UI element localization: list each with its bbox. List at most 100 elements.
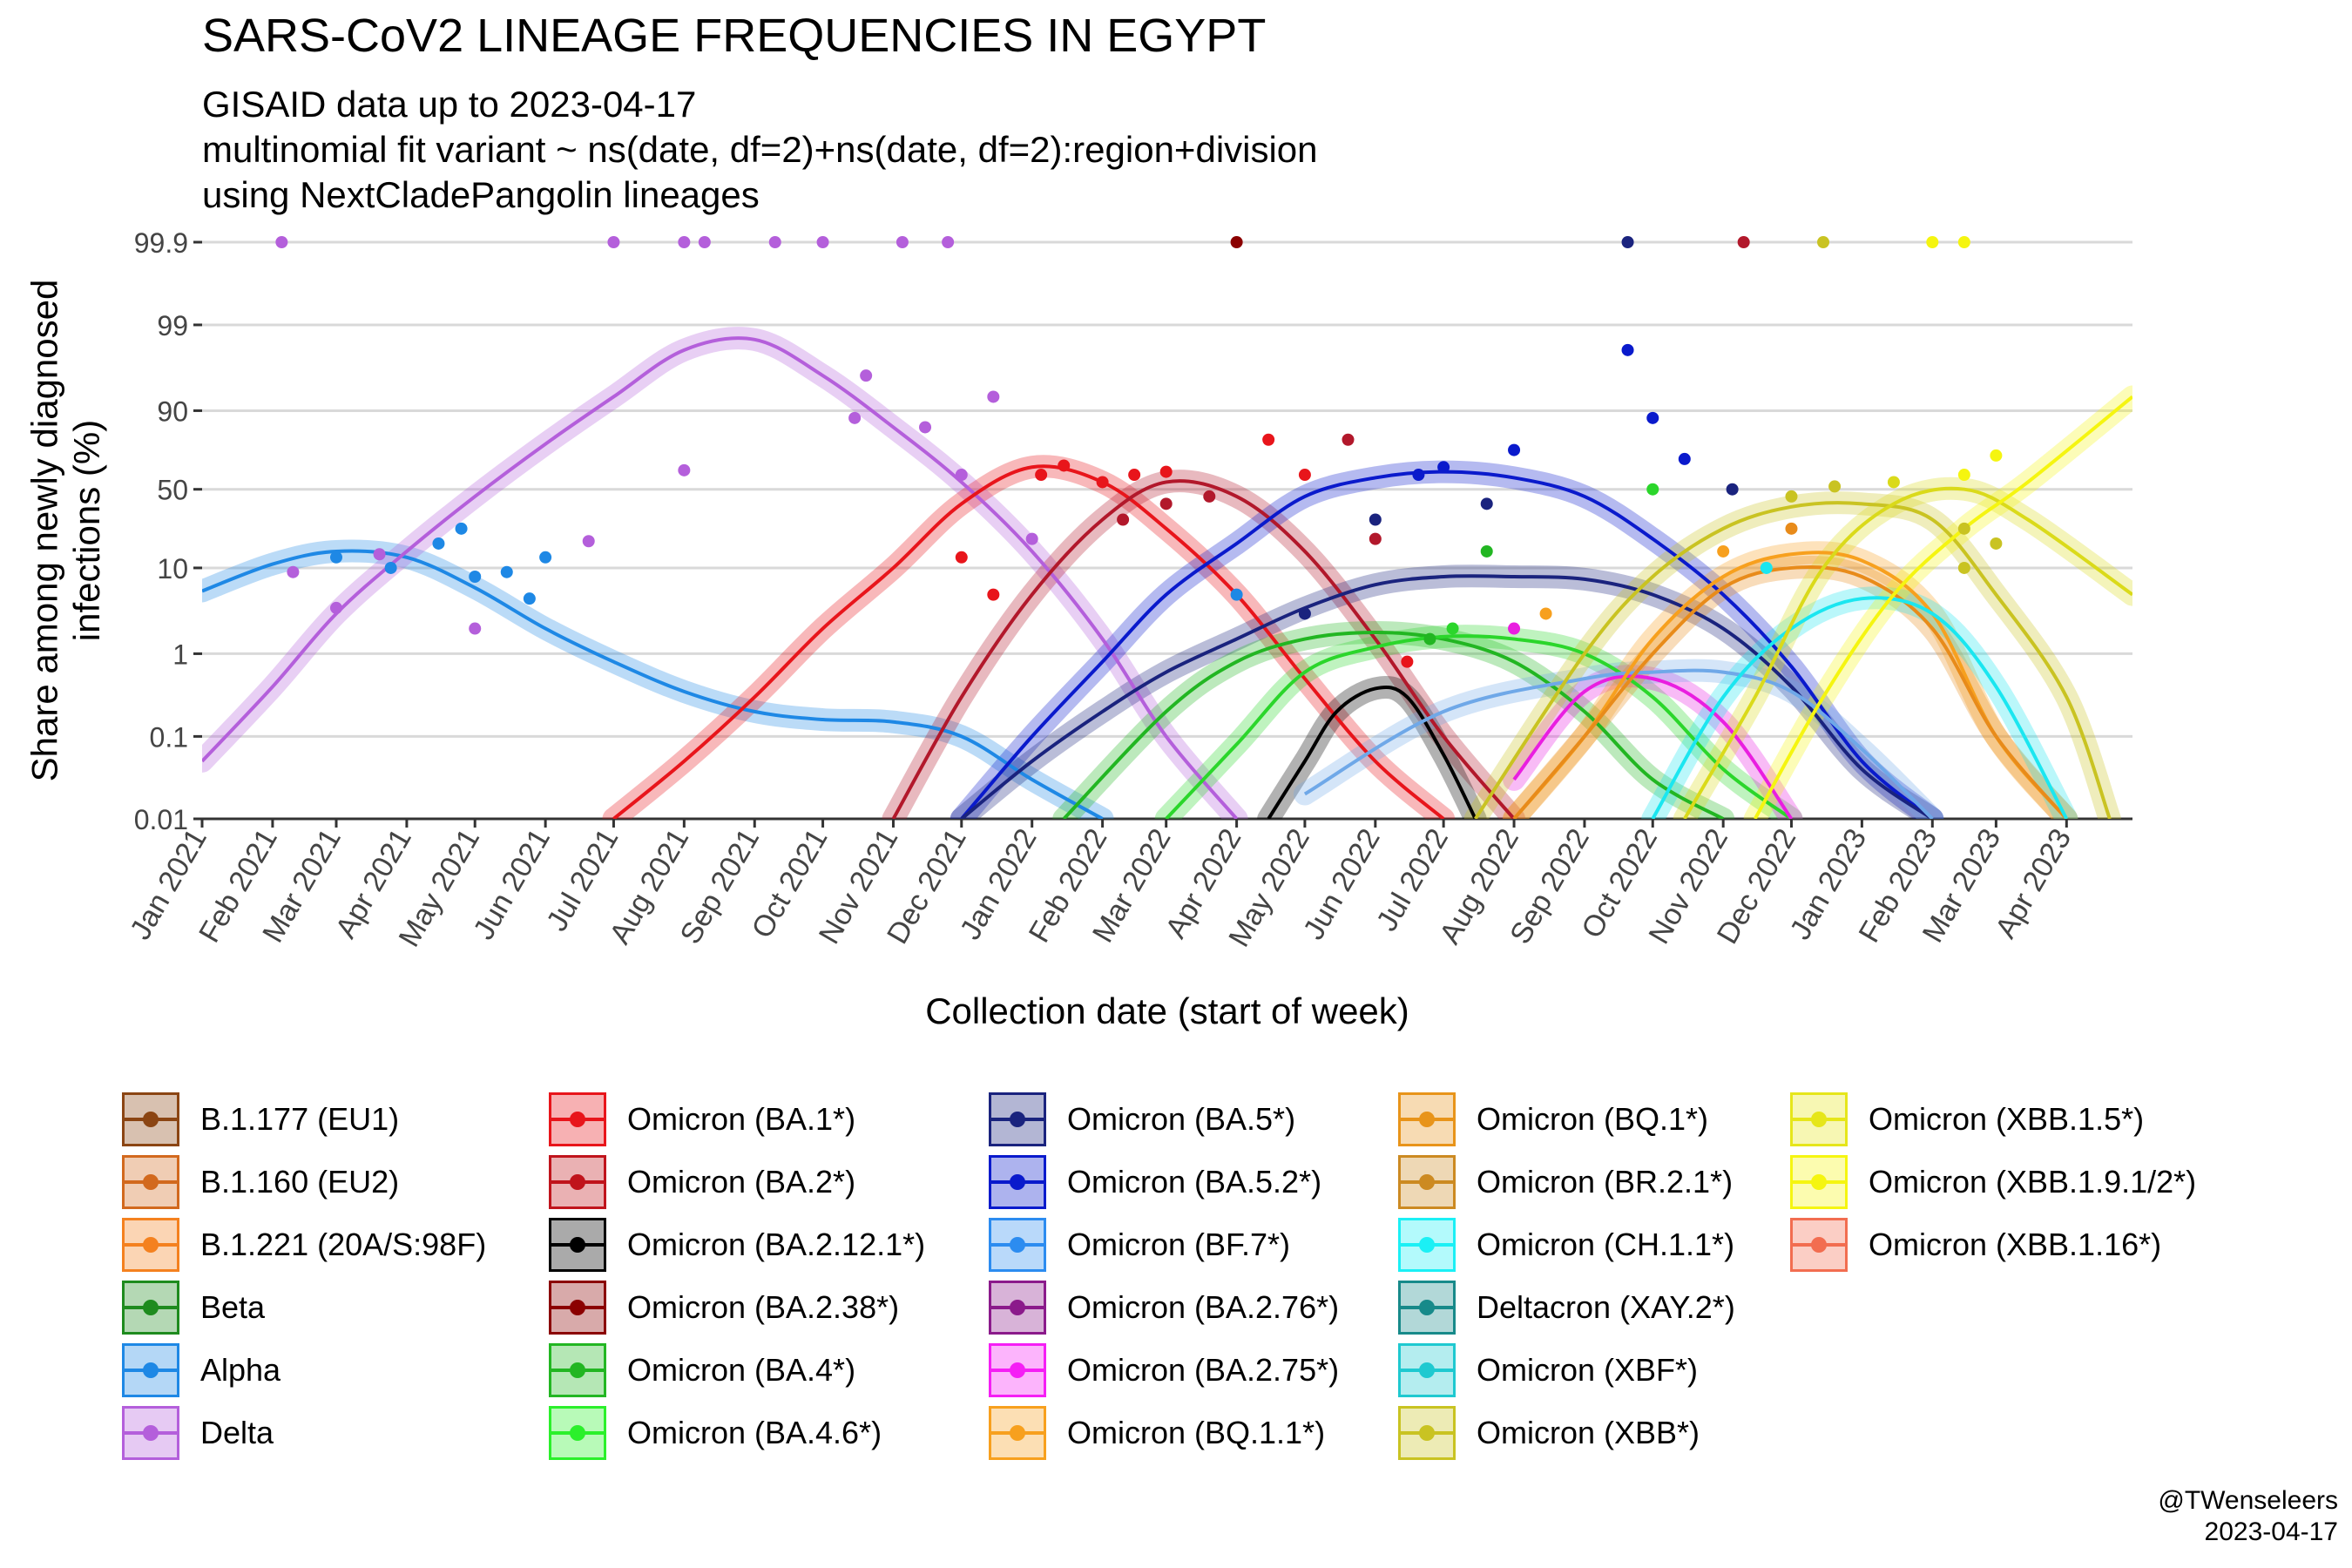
data-point — [1369, 513, 1382, 526]
legend-label: Beta — [200, 1289, 266, 1325]
series-line — [891, 479, 1516, 819]
data-point — [1760, 561, 1773, 574]
legend-label: Omicron (BA.2.38*) — [627, 1289, 900, 1325]
y-tick-label: 0.01 — [134, 804, 188, 835]
data-point — [1262, 433, 1275, 446]
data-point — [1828, 480, 1842, 493]
legend-label: Omicron (BA.5.2*) — [1067, 1164, 1322, 1200]
chart-subtitle: GISAID data up to 2023-04-17 multinomial… — [202, 84, 1318, 215]
series-line — [1651, 596, 2069, 819]
chart-legend: B.1.177 (EU1) B.1.160 (EU2) B.1.221 (20A/S… — [122, 1089, 2335, 1481]
legend-item: Omicron (BQ.1.1*) — [989, 1402, 1325, 1463]
data-point — [768, 236, 781, 248]
legend-label: B.1.160 (EU2) — [200, 1164, 400, 1200]
legend-item: Omicron (BA.2*) — [549, 1152, 855, 1213]
legend-item: Alpha — [122, 1340, 280, 1401]
data-point — [1726, 483, 1739, 496]
data-point — [1412, 469, 1425, 482]
legend-item: Omicron (BA.5*) — [989, 1089, 1295, 1150]
series-line — [202, 336, 1239, 819]
legend-label: Omicron (BQ.1*) — [1477, 1101, 1709, 1137]
series-line — [1165, 634, 1793, 819]
y-tick-label: 0.1 — [150, 721, 188, 753]
caption-author: @TWenseleers — [2158, 1486, 2338, 1515]
legend-item: Omicron (XBB.1.5*) — [1790, 1089, 2144, 1150]
series-line — [960, 574, 1934, 819]
data-point — [1990, 449, 2003, 462]
series-line — [612, 464, 1445, 819]
legend-item: Omicron (BA.2.38*) — [549, 1277, 899, 1338]
data-point — [1423, 632, 1436, 645]
legend-label: Omicron (BA.4*) — [627, 1352, 856, 1388]
y-tick-label: 90 — [157, 395, 188, 427]
legend-item: Beta — [122, 1277, 265, 1338]
data-point — [1203, 490, 1216, 503]
data-point — [1508, 622, 1521, 635]
legend-key — [122, 1343, 179, 1397]
data-point — [1957, 469, 1970, 482]
data-point — [1957, 236, 1970, 248]
legend-key — [549, 1406, 606, 1460]
data-point — [678, 236, 691, 248]
legend-key — [989, 1218, 1046, 1272]
data-point — [955, 551, 968, 564]
data-point — [816, 236, 829, 248]
data-point — [1621, 236, 1634, 248]
data-point — [1058, 459, 1071, 472]
data-point — [860, 369, 873, 382]
y-axis-title: Share among newly diagnosedinfections (%… — [24, 280, 107, 782]
legend-item: Omicron (XBB*) — [1398, 1402, 1700, 1463]
x-axis-title: Collection date (start of week) — [925, 990, 1409, 1031]
data-point — [942, 236, 955, 248]
series-line — [1683, 486, 2132, 819]
y-tick-label: 1 — [172, 639, 188, 670]
legend-item: Omicron (BQ.1*) — [1398, 1089, 1708, 1150]
data-point — [848, 411, 862, 424]
data-point — [1159, 465, 1173, 478]
legend-label: B.1.221 (20A/S:98F) — [200, 1227, 487, 1262]
data-point — [1508, 443, 1521, 456]
legend-key — [122, 1406, 179, 1460]
series-line — [1512, 564, 2068, 819]
legend-key — [549, 1218, 606, 1272]
data-point — [1342, 433, 1355, 446]
legend-label: Omicron (BA.2.12.1*) — [627, 1227, 926, 1262]
data-point — [1159, 497, 1173, 510]
data-point — [987, 390, 1000, 403]
data-point — [287, 565, 300, 578]
data-point — [1035, 469, 1048, 482]
legend-label: Omicron (BA.1*) — [627, 1101, 856, 1137]
series-line — [1267, 685, 1477, 819]
legend-key — [1398, 1155, 1456, 1209]
data-point — [1025, 532, 1038, 545]
legend-label: Omicron (BA.2.75*) — [1067, 1352, 1340, 1388]
legend-item: Omicron (BA.5.2*) — [989, 1152, 1321, 1213]
legend-key — [122, 1092, 179, 1146]
legend-key — [549, 1343, 606, 1397]
data-point — [1128, 469, 1141, 482]
data-point — [1678, 452, 1691, 465]
data-point — [987, 588, 1000, 601]
legend-item: Omicron (XBB.1.16*) — [1790, 1214, 2161, 1275]
y-tick-label: 50 — [157, 475, 188, 506]
legend-item: Omicron (BA.2.75*) — [989, 1340, 1339, 1401]
legend-item: Omicron (BF.7*) — [989, 1214, 1290, 1275]
data-point — [1096, 476, 1109, 489]
legend-key — [1398, 1281, 1456, 1335]
legend-item: Omicron (XBB.1.9.1/2*) — [1790, 1152, 2196, 1213]
data-point — [1621, 343, 1634, 356]
legend-key — [989, 1281, 1046, 1335]
legend-key — [122, 1281, 179, 1335]
legend-key — [1790, 1155, 1848, 1209]
legend-key — [1398, 1343, 1456, 1397]
data-point — [955, 469, 968, 482]
y-tick-label: 99.9 — [134, 227, 188, 259]
legend-item: B.1.160 (EU2) — [122, 1152, 399, 1213]
data-point — [896, 236, 909, 248]
data-point — [1887, 476, 1900, 489]
series-line — [1474, 501, 2112, 819]
data-point — [1230, 588, 1243, 601]
legend-key — [1398, 1218, 1456, 1272]
data-point — [1539, 607, 1552, 620]
legend-label: Omicron (BA.5*) — [1067, 1101, 1296, 1137]
